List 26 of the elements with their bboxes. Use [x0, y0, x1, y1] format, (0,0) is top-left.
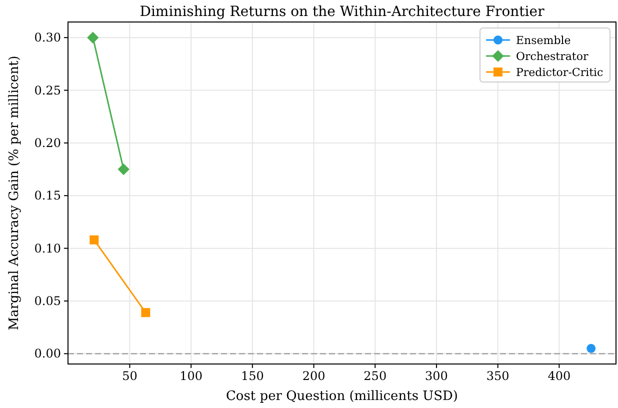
y-tick-label: 0.00 — [34, 346, 61, 361]
point — [586, 344, 596, 353]
legend-label: Ensemble — [516, 34, 571, 47]
legend-label: Predictor-Critic — [516, 66, 604, 79]
x-tick-label: 400 — [548, 369, 571, 383]
x-tick-label: 250 — [364, 369, 387, 383]
x-tick-label: 300 — [425, 369, 448, 383]
y-tick-label: 0.25 — [34, 83, 61, 98]
x-axis-title: Cost per Question (millicents USD) — [226, 389, 458, 404]
y-tick-label: 0.30 — [34, 30, 61, 45]
y-tick-label: 0.20 — [34, 136, 61, 150]
chart-title: Diminishing Returns on the Within-Architecture Frontier — [140, 4, 545, 20]
y-tick-label: 0.10 — [34, 241, 61, 256]
y-axis-title: Marginal Accuracy Gain (% per millicent) — [7, 56, 22, 330]
x-tick-label: 150 — [240, 369, 264, 383]
x-tick-label: 350 — [486, 369, 510, 383]
point — [118, 163, 130, 176]
point — [87, 32, 99, 44]
legend-label: Orchestrator — [516, 50, 589, 63]
point — [141, 308, 150, 318]
y-tick-label: 0.05 — [34, 294, 61, 308]
x-tick-label: 50 — [122, 369, 138, 383]
x-tick-label: 100 — [180, 369, 203, 383]
y-tick-label: 0.15 — [34, 188, 61, 203]
x-tick-label: 200 — [302, 369, 326, 383]
point — [90, 235, 99, 244]
